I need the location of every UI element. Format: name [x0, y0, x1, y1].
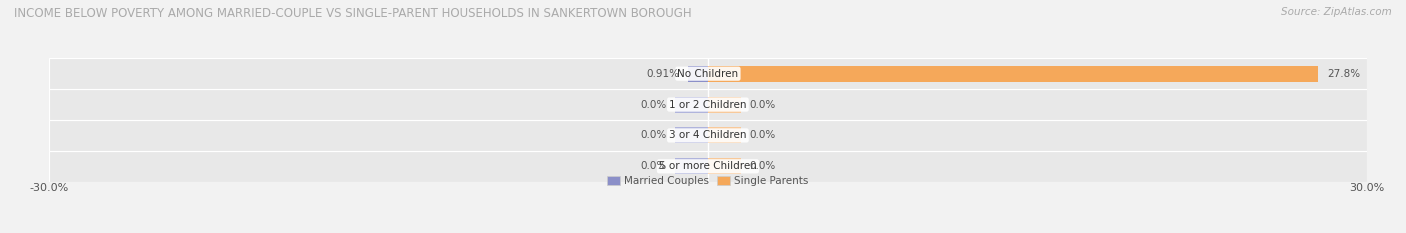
Bar — [675, 127, 709, 144]
Bar — [49, 89, 1367, 120]
Text: 0.0%: 0.0% — [640, 99, 666, 110]
Bar — [709, 96, 741, 113]
Text: 1 or 2 Children: 1 or 2 Children — [669, 99, 747, 110]
Text: No Children: No Children — [678, 69, 738, 79]
Bar — [675, 158, 709, 174]
Bar — [49, 58, 1367, 89]
Text: 0.0%: 0.0% — [640, 130, 666, 140]
Text: 0.0%: 0.0% — [749, 130, 776, 140]
Legend: Married Couples, Single Parents: Married Couples, Single Parents — [607, 176, 808, 186]
Bar — [49, 151, 1367, 182]
Text: 0.0%: 0.0% — [749, 161, 776, 171]
Text: 5 or more Children: 5 or more Children — [659, 161, 756, 171]
Text: 3 or 4 Children: 3 or 4 Children — [669, 130, 747, 140]
Text: 0.0%: 0.0% — [640, 161, 666, 171]
Bar — [49, 120, 1367, 151]
Bar — [709, 158, 741, 174]
Bar — [709, 66, 1319, 82]
Bar — [709, 127, 741, 144]
Text: 0.0%: 0.0% — [749, 99, 776, 110]
Text: 0.91%: 0.91% — [647, 69, 679, 79]
Bar — [675, 96, 709, 113]
Bar — [688, 66, 709, 82]
Text: Source: ZipAtlas.com: Source: ZipAtlas.com — [1281, 7, 1392, 17]
Text: 27.8%: 27.8% — [1327, 69, 1360, 79]
Text: INCOME BELOW POVERTY AMONG MARRIED-COUPLE VS SINGLE-PARENT HOUSEHOLDS IN SANKERT: INCOME BELOW POVERTY AMONG MARRIED-COUPL… — [14, 7, 692, 20]
